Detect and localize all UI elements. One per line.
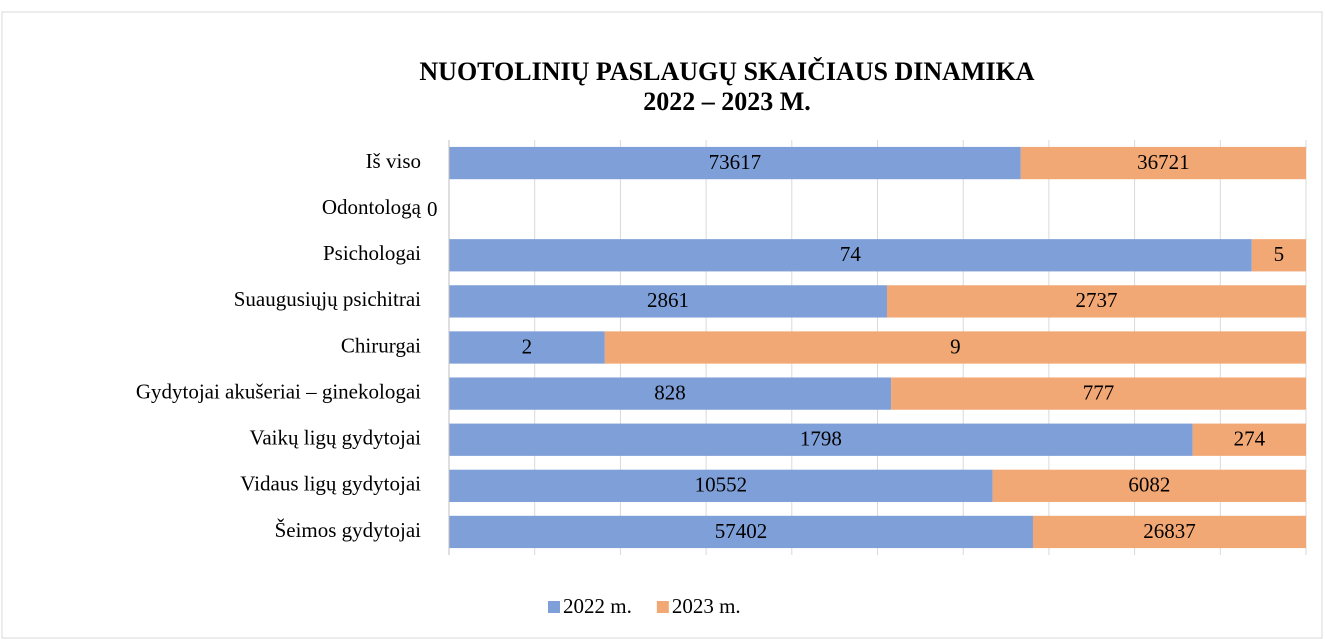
data-label: 828 (654, 380, 686, 404)
bar (1192, 423, 1306, 456)
data-label: 0 (427, 197, 438, 221)
y-tick-label: Psichologai (323, 241, 421, 265)
bar (1032, 515, 1306, 549)
data-label: 274 (1234, 427, 1266, 451)
data-label: 2737 (1075, 288, 1117, 312)
bar (992, 469, 1306, 502)
bar (1251, 239, 1306, 272)
data-label: 10552 (695, 473, 748, 497)
bar (449, 423, 1193, 456)
bar (449, 331, 605, 364)
y-tick-label: Suaugusiųjų psichitrai (234, 287, 421, 311)
data-label: 6082 (1128, 473, 1170, 497)
data-label: 5 (1274, 242, 1285, 266)
legend-label: 2023 m. (672, 594, 741, 618)
y-tick-label: Odontologą (322, 195, 422, 219)
bar (449, 146, 1021, 180)
data-label: 36721 (1137, 150, 1190, 174)
data-label: 777 (1083, 380, 1115, 404)
legend-swatch (656, 601, 669, 613)
bar (449, 515, 1033, 549)
y-tick-label: Iš viso (366, 149, 421, 173)
data-label: 2 (522, 334, 533, 358)
bar (1020, 146, 1306, 180)
y-tick-label: Šeimos gydytojai (275, 518, 422, 542)
bar (449, 285, 887, 318)
bar (449, 377, 892, 410)
y-tick-label: Chirurgai (341, 333, 421, 357)
bar (604, 331, 1306, 364)
legend-label: 2022 m. (563, 594, 632, 618)
bar (449, 469, 993, 502)
data-label: 73617 (709, 150, 762, 174)
y-tick-label: Gydytojai akušeriai – ginekologai (136, 379, 421, 403)
data-label: 9 (950, 334, 961, 358)
y-tick-label: Vaikų ligų gydytojai (250, 426, 422, 450)
chart-subtitle: 2022 – 2023 M. (643, 87, 811, 116)
data-label: 26837 (1143, 519, 1196, 543)
y-tick-label: Vidaus ligų gydytojai (240, 472, 421, 496)
legend-swatch (548, 601, 560, 613)
data-label: 74 (840, 242, 862, 266)
bar (886, 285, 1306, 318)
data-label: 1798 (800, 427, 842, 451)
bar (449, 239, 1252, 272)
chart-title: NUOTOLINIŲ PASLAUGŲ SKAIČIAUS DINAMIKA (419, 57, 1034, 86)
data-label: 2861 (647, 288, 689, 312)
bar (891, 377, 1306, 410)
data-label: 57402 (715, 519, 768, 543)
